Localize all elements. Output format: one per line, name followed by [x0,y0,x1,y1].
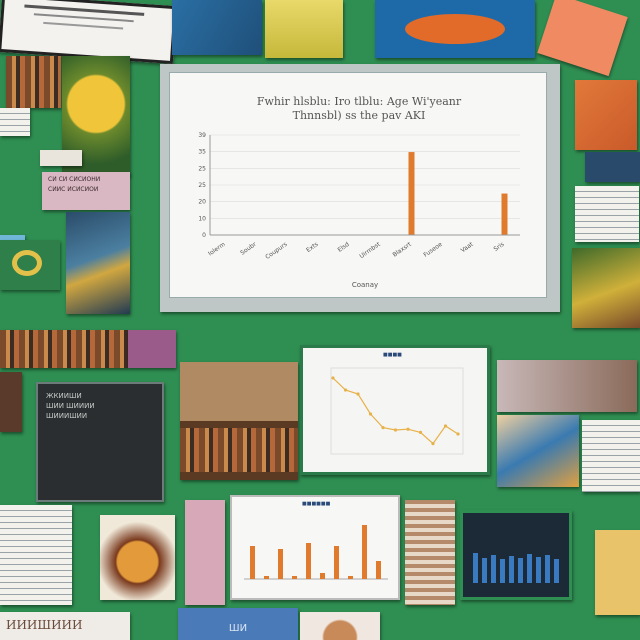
middle-bookshelf-photo [180,362,298,480]
y-tick-label: 25 [198,165,206,172]
bottom-left-doc [0,505,72,605]
x-tick-label: Soubr [239,241,258,257]
y-tick-label: 0 [202,232,206,239]
top-yellow-poster [265,0,343,58]
bar [408,152,415,235]
line-chart [330,367,464,455]
middle-left-photo-small [0,372,22,432]
x-tick-label: Sris [493,241,506,253]
x-axis-label: Coanay [352,281,378,289]
right-doc-card [575,186,639,242]
right-orange-poster [575,80,637,150]
blue-bar-screen [460,510,572,600]
line-series [332,377,459,445]
x-tick-label: Uirmbst [358,241,382,261]
line-point [343,388,348,392]
line-point [406,427,410,431]
top-left-sketch-card [0,0,177,65]
left-ring-illustration [0,240,60,290]
y-tick-label: 35 [198,149,206,156]
main-bar-chart: Fwhir hlsblu: Iro tlblu: Age Wi'yeanr Th… [198,95,520,289]
chart-title-line-1: Fwhir hlsblu: Iro tlblu: Age Wi'yeanr [257,95,462,108]
x-tick-label: Vaat [460,241,475,255]
main-chart-board: Fwhir hlsblu: Iro tlblu: Age Wi'yeanr Th… [160,64,560,312]
bottom-striped-card [405,500,455,605]
line-point [456,432,460,436]
left-doc-card [0,108,30,136]
y-tick-label: 20 [198,199,206,206]
line-chart-panel: ■■■■ [300,345,490,475]
small-bar [278,549,283,579]
y-tick-label: 10 [198,215,206,222]
small-bar [334,546,339,579]
line-point [431,442,435,446]
x-tick-label: Exts [305,241,320,254]
small-bar [348,576,353,579]
left-bookshelf-photo [6,56,61,108]
dark-screen-panel: ЖКИИШИ ШИИ ШИИИИ ШИИИШИИ [36,382,164,502]
left-note-card: СИ СИ СИСИОНИ СИИС ИСИСИОИ [42,172,130,210]
middle-left-bookshelf [0,330,128,368]
y-tick-label: 39 [198,132,206,139]
dark-screen-line-2: ШИИ ШИИИИ [46,402,95,410]
middle-right-doc [582,420,640,492]
small-bar [250,546,255,579]
small-bar [264,576,269,579]
bar [501,193,508,235]
small-bar [320,573,325,579]
small-bar [362,525,367,579]
x-tick-label: Coupurs [264,241,288,261]
right-dark-card [585,152,640,182]
line-chart-frame [330,367,464,455]
chart-title-line-2: Thnnsbl) ss the pav AKI [293,109,426,122]
bottom-pink-card [185,500,225,605]
line-point [381,426,385,430]
line-point [368,412,373,416]
left-note-line-1: СИ СИ СИСИОНИ [48,176,101,183]
x-tick-label: Fuseoe [422,241,444,259]
left-illustration-card [66,212,130,314]
line-point [356,392,360,396]
dark-screen-line-1: ЖКИИШИ [46,392,82,400]
small-bar-chart-header: ■■■■■■ [302,501,331,507]
middle-right-photo [497,360,637,412]
right-plant-photo [572,248,640,328]
y-tick-label: 25 [198,182,206,189]
x-tick-label: Elsd [336,241,350,254]
line-point [393,428,398,432]
bottom-banner-text: ИИИШИИИ [6,618,83,632]
small-bar [306,543,311,579]
small-bar-chart [244,525,388,580]
line-point [418,430,423,434]
bottom-tag-text: ШИ [228,623,248,634]
top-fish-illustration [375,0,535,58]
middle-right-colorful-photo [497,415,579,487]
bottom-portrait-photo [300,612,380,640]
line-point [443,424,448,428]
left-tag-card [40,150,82,166]
main-chart-screen: Fwhir hlsblu: Iro tlblu: Age Wi'yeanr Th… [169,72,547,298]
bottom-blue-tag: ШИ [178,608,298,640]
line-point [331,376,335,380]
bottom-right-yellow-card [595,530,640,615]
small-bar [292,576,297,579]
top-folder-photo [172,0,262,55]
dark-screen-line-3: ШИИИШИИ [46,412,88,420]
middle-left-pink-card [128,330,176,368]
bottom-food-photo [100,515,175,600]
x-tick-label: Iolerm [207,241,227,258]
small-bar-chart-panel: ■■■■■■ [230,495,400,600]
left-note-line-2: СИИС ИСИСИОИ [48,186,99,193]
x-tick-label: Blaxsrt [391,241,413,259]
line-chart-header: ■■■■ [383,352,402,358]
bottom-banner: ИИИШИИИ [0,612,130,640]
small-bar [376,561,381,579]
blue-bar-graphic [473,553,559,583]
